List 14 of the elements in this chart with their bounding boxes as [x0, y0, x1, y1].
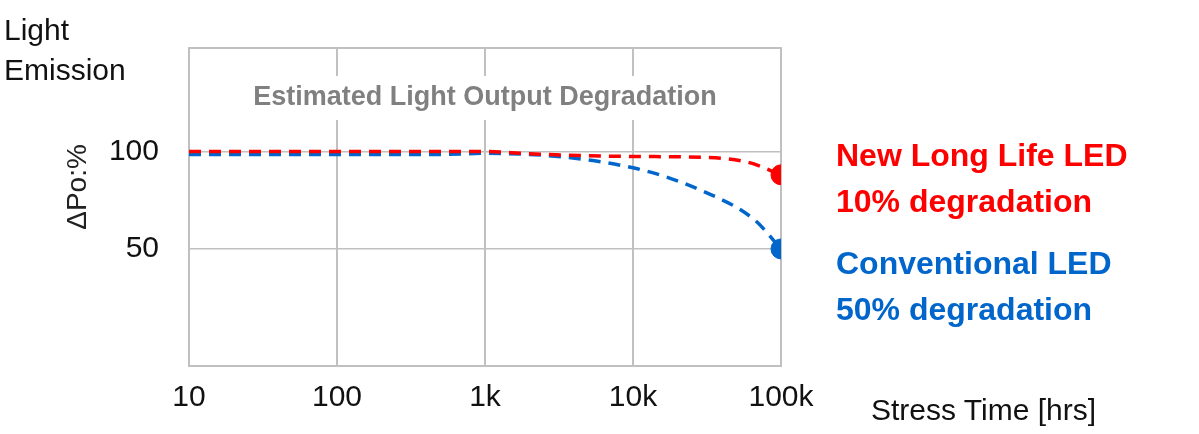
x-tick-label: 100	[311, 379, 363, 413]
x-tick-label: 1k	[469, 379, 502, 413]
series-label: Conventional LED	[836, 244, 1112, 281]
x-axis-title: Stress Time [hrs]	[871, 393, 1097, 426]
text: ΔPo:%	[60, 144, 92, 230]
x-tick-label: 10	[172, 379, 206, 413]
series-label: New Long Life LED	[836, 136, 1128, 173]
annotation: 10% degradation	[836, 182, 1093, 219]
x-tick-label: 10k	[608, 379, 659, 413]
text: Estimated Light Output Degradation	[253, 81, 717, 112]
annotation: 50% degradation	[836, 290, 1093, 327]
y-tick-label: 50	[125, 230, 159, 264]
x-tick-label: 100k	[748, 379, 815, 413]
y-axis-title: Light Emission	[4, 13, 126, 86]
